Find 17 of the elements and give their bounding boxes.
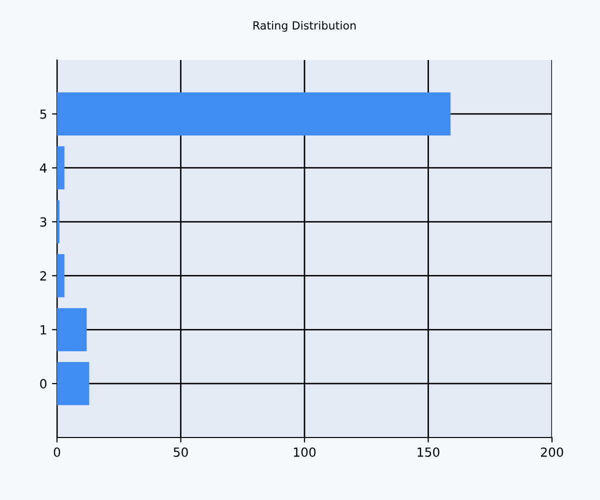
x-tick-label: 100 [294,447,316,457]
bar [57,308,87,352]
y-tick-label: 3 [40,217,46,227]
bar [57,362,90,406]
x-tick-label: 200 [540,447,564,457]
y-tick-label: 4 [40,163,47,173]
y-tick-label: 1 [40,325,46,334]
bar [57,254,64,298]
y-tick-label: 2 [40,271,46,280]
x-tick-label: 0 [54,447,60,457]
chart-title: Rating Distribution [254,21,356,32]
y-tick-label: 5 [40,110,46,119]
bar [57,92,451,136]
bar [57,146,64,190]
x-tick-label: 150 [418,447,440,457]
x-tick-label: 50 [174,447,188,457]
y-tick-label: 0 [40,379,46,388]
